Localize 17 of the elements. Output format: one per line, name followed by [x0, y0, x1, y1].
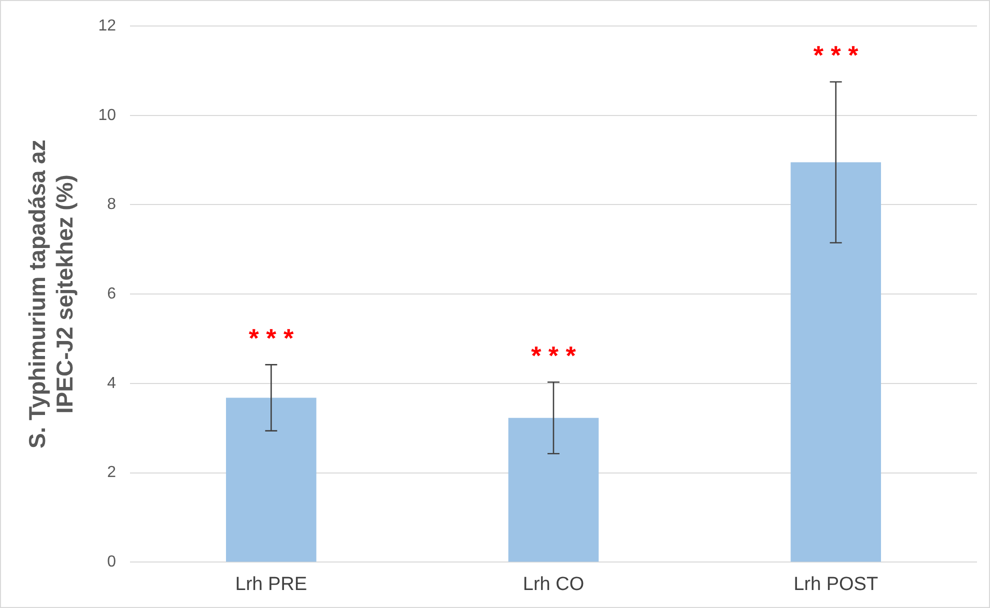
bar	[790, 162, 882, 562]
y-tick-label: 12	[98, 17, 116, 34]
bar	[226, 398, 316, 562]
y-tick-label: 6	[107, 286, 116, 303]
y-tick-label: 2	[107, 464, 116, 482]
annotation: * * *	[531, 340, 577, 370]
x-tick-label: Lrh CO	[522, 574, 584, 595]
y-tick-label: 4	[107, 374, 116, 392]
y-tick-label: 10	[98, 106, 116, 124]
y-axis-title: S. Typhimurium tapadása az IPEC-J2 sejtekhez (%)	[24, 140, 78, 449]
x-tick-label: Lrh POST	[794, 574, 878, 595]
y-tick-label: 0	[107, 554, 116, 571]
annotation: * * *	[813, 40, 860, 70]
x-tick-label: Lrh PRE	[235, 574, 308, 595]
y-tick-label: 8	[107, 196, 116, 214]
annotation: * * *	[248, 322, 294, 353]
bar	[508, 418, 599, 562]
